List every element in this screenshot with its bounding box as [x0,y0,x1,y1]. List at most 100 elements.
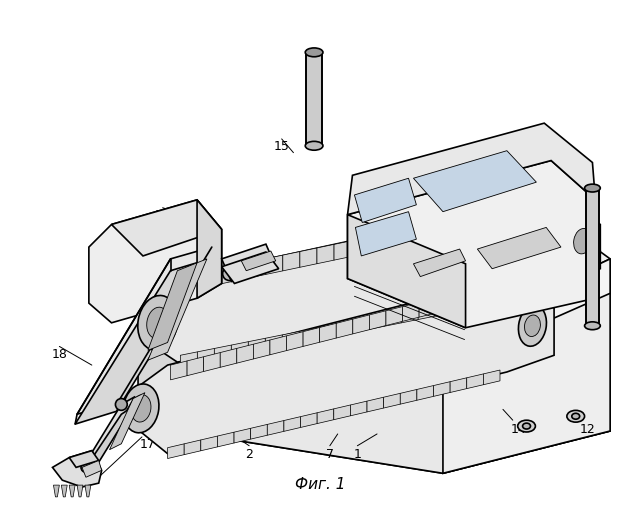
Polygon shape [334,405,350,420]
Polygon shape [419,298,436,318]
Polygon shape [403,303,419,322]
Polygon shape [251,425,268,439]
Polygon shape [348,161,595,328]
Polygon shape [486,291,503,307]
Polygon shape [266,256,283,275]
Polygon shape [184,440,201,455]
Polygon shape [180,352,197,367]
Polygon shape [400,390,417,405]
Polygon shape [187,357,204,376]
Polygon shape [413,152,536,212]
Ellipse shape [223,267,236,281]
Polygon shape [214,266,232,286]
Polygon shape [467,374,483,389]
Polygon shape [368,234,385,254]
Polygon shape [418,305,435,320]
Polygon shape [419,224,436,243]
Polygon shape [503,288,520,303]
Polygon shape [109,393,145,450]
Polygon shape [539,198,556,218]
Polygon shape [300,328,316,343]
Polygon shape [488,209,505,228]
Polygon shape [89,200,221,323]
Ellipse shape [572,414,580,419]
Polygon shape [469,294,486,310]
Polygon shape [85,485,91,497]
Polygon shape [82,461,102,477]
Bar [586,189,599,326]
Polygon shape [111,200,221,257]
Polygon shape [348,215,465,328]
Text: 7: 7 [326,447,334,460]
Polygon shape [180,274,197,293]
Polygon shape [177,294,610,473]
Polygon shape [265,335,282,350]
Ellipse shape [305,49,323,58]
Polygon shape [201,436,218,451]
Text: 1: 1 [353,447,362,460]
Ellipse shape [147,308,169,339]
Polygon shape [197,200,221,298]
Polygon shape [214,345,231,361]
Polygon shape [284,417,301,431]
Polygon shape [520,284,537,299]
Polygon shape [197,270,214,289]
Polygon shape [248,339,265,354]
Polygon shape [249,259,266,278]
Polygon shape [61,485,67,497]
Polygon shape [54,485,60,497]
Polygon shape [177,284,610,473]
Bar [306,53,322,146]
Polygon shape [75,260,210,424]
Polygon shape [417,386,433,400]
Polygon shape [82,407,133,473]
Polygon shape [435,301,452,317]
Polygon shape [241,251,276,271]
Polygon shape [403,227,419,246]
Polygon shape [170,361,187,380]
Polygon shape [350,401,367,416]
Polygon shape [469,286,485,305]
Polygon shape [522,202,539,221]
Polygon shape [452,290,469,309]
Polygon shape [317,245,334,264]
Polygon shape [131,279,554,453]
Polygon shape [470,213,488,232]
Text: 2: 2 [245,447,253,460]
Polygon shape [485,282,502,301]
Polygon shape [303,328,319,347]
Polygon shape [52,451,102,487]
Polygon shape [355,179,417,223]
Ellipse shape [584,322,600,330]
Polygon shape [138,304,177,397]
Ellipse shape [567,411,584,422]
Polygon shape [350,318,367,333]
Polygon shape [351,238,368,257]
Polygon shape [436,220,454,239]
Polygon shape [77,485,83,497]
Ellipse shape [524,316,540,337]
Polygon shape [84,397,135,466]
Polygon shape [505,206,522,225]
Text: 6: 6 [593,243,602,256]
Polygon shape [348,124,595,215]
Ellipse shape [81,463,91,472]
Polygon shape [220,348,237,368]
Polygon shape [450,378,467,393]
Polygon shape [204,353,220,372]
Polygon shape [287,332,303,351]
Text: 18: 18 [51,347,67,360]
Polygon shape [77,247,212,415]
Polygon shape [452,298,469,313]
Text: 4: 4 [252,354,260,367]
Polygon shape [477,228,561,269]
Ellipse shape [573,229,591,255]
Polygon shape [483,370,500,385]
Polygon shape [221,244,276,282]
Polygon shape [197,349,214,364]
Text: 19: 19 [155,209,170,222]
Polygon shape [367,315,384,330]
Polygon shape [443,260,610,473]
Polygon shape [436,294,452,314]
Polygon shape [454,216,470,236]
